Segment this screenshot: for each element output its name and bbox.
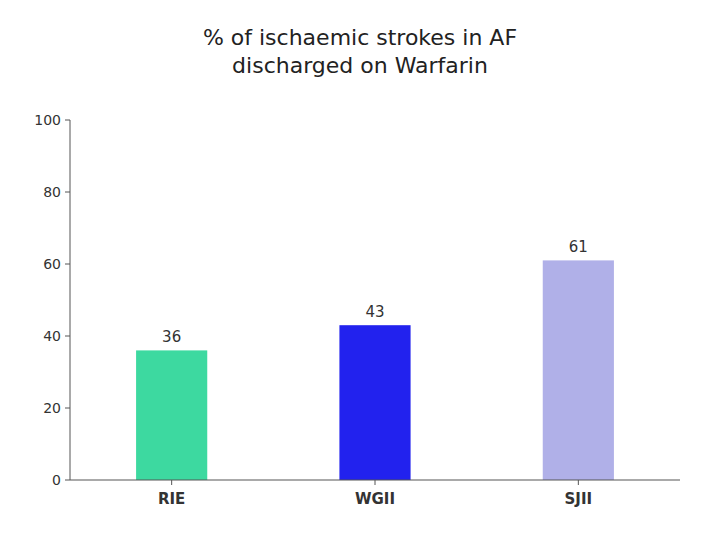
- y-tick-label: 20: [43, 400, 61, 416]
- x-tick-label: WGII: [355, 490, 395, 508]
- y-tick-label: 80: [43, 184, 61, 200]
- data-label: 61: [569, 238, 588, 256]
- y-tick: [65, 120, 70, 121]
- y-tick: [65, 480, 70, 481]
- y-tick-label: 60: [43, 256, 61, 272]
- bar: [543, 260, 614, 480]
- title: % of ischaemic strokes in AF discharged o…: [203, 25, 517, 78]
- bars: [136, 260, 614, 480]
- x-tick: [578, 480, 579, 485]
- x-tick: [375, 480, 376, 485]
- title-line: discharged on Warfarin: [232, 53, 488, 78]
- x-tick-label: SJII: [565, 490, 593, 508]
- y-tick-label: 0: [52, 472, 61, 488]
- chart-svg: % of ischaemic strokes in AF discharged o…: [0, 0, 720, 540]
- data-label: 43: [365, 303, 384, 321]
- x-tick-label: RIE: [158, 490, 185, 508]
- y-tick: [65, 264, 70, 265]
- y-axis-line: [70, 120, 71, 480]
- y-tick: [65, 192, 70, 193]
- y-tick: [65, 408, 70, 409]
- bar: [136, 350, 207, 480]
- data-label: 36: [162, 328, 181, 346]
- title-line: % of ischaemic strokes in AF: [203, 25, 517, 50]
- chart-container: % of ischaemic strokes in AF discharged o…: [0, 0, 720, 540]
- y-tick-label: 100: [34, 112, 61, 128]
- y-tick-label: 40: [43, 328, 61, 344]
- bar: [339, 325, 410, 480]
- y-tick: [65, 336, 70, 337]
- x-tick: [171, 480, 172, 485]
